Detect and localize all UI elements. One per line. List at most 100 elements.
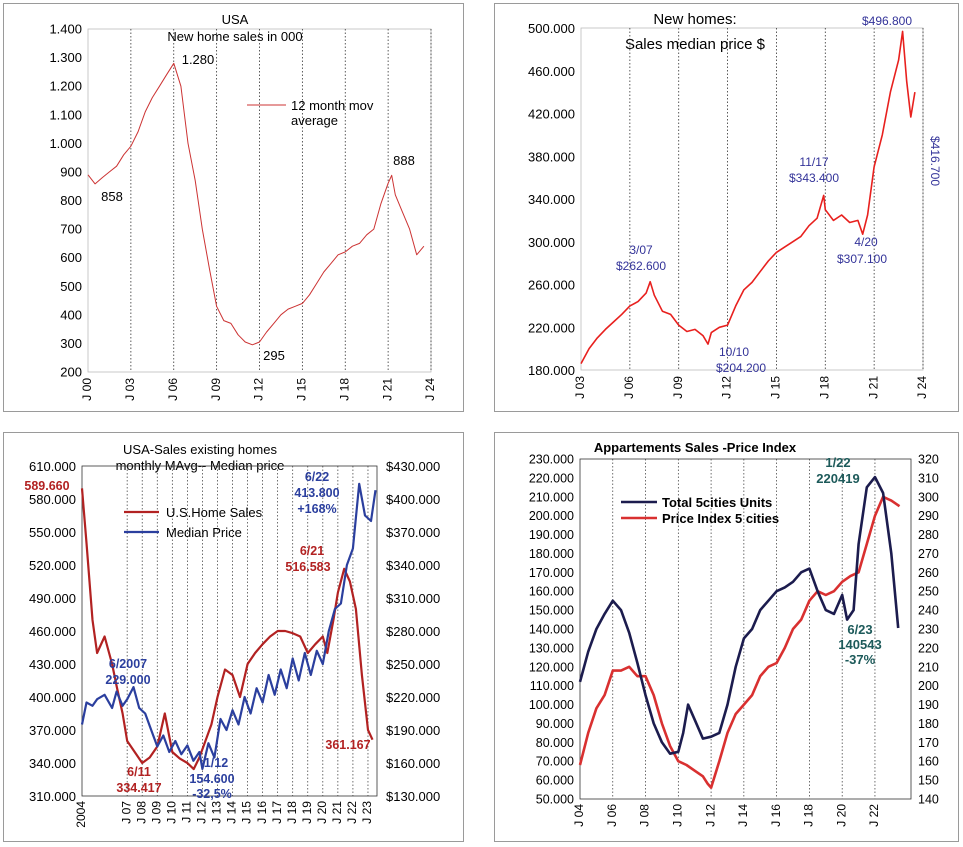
- annotation-label: 11/17: [799, 155, 828, 169]
- x-tick-label: J 24: [915, 376, 929, 399]
- x-tick-label: J 09: [209, 378, 223, 401]
- x-tick-label: J 15: [295, 378, 309, 401]
- x-tick-label: J 21: [330, 801, 344, 824]
- x-tick-label: J 06: [605, 804, 619, 827]
- chart-panel-existing-homes: USA-Sales existing homes monthly MAvg-- …: [3, 432, 464, 842]
- y-tick-label-left: 150.000: [529, 604, 574, 618]
- y-tick-label-right: $190.000: [386, 723, 440, 738]
- y-tick-label: 460.000: [528, 64, 575, 79]
- chart-subtitle: New home sales in 000: [167, 29, 302, 44]
- legend-label-1: 12 month mov: [291, 98, 374, 113]
- y-tick-label-right: 180: [918, 717, 939, 731]
- y-tick-label-left: 50.000: [536, 793, 574, 807]
- y-tick-label: 260.000: [528, 278, 575, 293]
- x-tick-label: J 04: [572, 804, 586, 827]
- annotation-label: $307.100: [837, 252, 887, 266]
- y-tick-label-left: 100.000: [529, 698, 574, 712]
- x-tick-label: J 22: [867, 804, 881, 827]
- x-tick-label: J 12: [195, 801, 209, 824]
- x-tick-label: J 06: [166, 378, 180, 401]
- annotation-label: 1/22: [825, 455, 850, 470]
- y-tick-label-right: $400.000: [386, 492, 440, 507]
- series-line-units: [578, 475, 900, 755]
- annotation-label: 589.660: [24, 479, 69, 493]
- annotation-label: 229.000: [105, 673, 150, 687]
- y-tick-label-right: 140: [918, 793, 939, 807]
- annotation-label: 6/11: [127, 765, 151, 779]
- y-tick-label: 340.000: [528, 192, 575, 207]
- y-tick-label-left: 190.000: [529, 528, 574, 542]
- y-tick-label-right: $160.000: [386, 756, 440, 771]
- x-tick-label: J 10: [670, 804, 684, 827]
- y-tick-label-left: 60.000: [536, 774, 574, 788]
- legend-label: Total 5cities Units: [662, 495, 772, 510]
- chart-median-price: New homes: Sales median price $ J 03 J 06…: [528, 11, 942, 399]
- annotation-label: $496.800: [862, 14, 912, 28]
- y-tick-label: 180.000: [528, 363, 575, 378]
- annotation-label: 4/20: [854, 235, 878, 249]
- chart-title: USA-Sales existing homes: [123, 442, 277, 457]
- x-tick-label: J 16: [255, 801, 269, 824]
- annotation-label: -32,5%: [192, 787, 232, 801]
- x-tick-label: J 10: [164, 801, 178, 824]
- series-line-price-index: [578, 495, 901, 789]
- y-tick-label-right: 190: [918, 698, 939, 712]
- y-tick-label: 500.000: [528, 21, 575, 36]
- x-tick-label: J 14: [736, 804, 750, 827]
- y-tick-label-left: 430.000: [29, 657, 76, 672]
- annotation-label: 295: [263, 348, 285, 363]
- y-tick-label-left: 400.000: [29, 690, 76, 705]
- y-tick-label-right: 320: [918, 453, 939, 467]
- y-tick-label-left: 580.000: [29, 492, 76, 507]
- y-tick-label-left: 220.000: [529, 471, 574, 485]
- x-tick-label: J 23: [360, 801, 374, 824]
- y-tick-label: 1.100: [49, 107, 82, 122]
- chart-panel-new-home-sales: USA New home sales in 000 J 00 J 03 J 06 J …: [3, 3, 464, 412]
- y-tick-label-right: $250.000: [386, 657, 440, 672]
- annotation-label: 361.167: [325, 738, 370, 752]
- plot-area: [81, 465, 378, 797]
- y-tick-label: 400: [60, 307, 82, 322]
- y-tick-label-right: 240: [918, 604, 939, 618]
- annotation-label: $262.600: [616, 259, 666, 273]
- legend-label: Price Index 5 cities: [662, 511, 779, 526]
- y-tick-label-left: 310.000: [29, 789, 76, 804]
- annotation-label: 6/23: [847, 622, 872, 637]
- y-tick-label-right: $430.000: [386, 459, 440, 474]
- x-tick-label: J 22: [345, 801, 359, 824]
- y-tick-label: 300.000: [528, 235, 575, 250]
- annotation-label: 1/12: [204, 756, 228, 770]
- plot-area: [580, 27, 924, 371]
- x-tick-label: J 19: [300, 801, 314, 824]
- legend-label: U.S.Home Sales: [166, 505, 263, 520]
- x-tick-label: J 18: [802, 804, 816, 827]
- annotation-label: 516.583: [285, 560, 330, 574]
- y-tick-label-left: 170.000: [529, 566, 574, 580]
- y-tick-label: 1.400: [49, 22, 82, 37]
- y-tick-label: 420.000: [528, 107, 575, 122]
- x-tick-label: J 00: [80, 378, 94, 401]
- annotation-label: 3/07: [629, 243, 653, 257]
- y-tick-label-right: 200: [918, 679, 939, 693]
- y-tick-label-right: 210: [918, 660, 939, 674]
- y-tick-label-left: 90.000: [536, 717, 574, 731]
- y-tick-label: 220.000: [528, 320, 575, 335]
- x-tick-label: J 08: [638, 804, 652, 827]
- y-tick-label-left: 340.000: [29, 756, 76, 771]
- y-tick-label: 500: [60, 279, 82, 294]
- legend-label: Median Price: [166, 525, 242, 540]
- y-tick-label: 1.000: [49, 136, 82, 151]
- chart-panel-appartements: Appartements Sales -Price Index J 04 J 06…: [494, 432, 959, 842]
- annotation-label: 220419: [816, 471, 859, 486]
- y-tick-label-right: $370.000: [386, 525, 440, 540]
- y-tick-label-right: 220: [918, 641, 939, 655]
- x-tick-label: J 06: [622, 376, 636, 399]
- chart-title: Appartements Sales -Price Index: [594, 440, 797, 455]
- y-tick-label-right: 310: [918, 471, 939, 485]
- x-tick-label: J 18: [337, 378, 351, 401]
- y-tick-label: 1.300: [49, 50, 82, 65]
- y-tick-label-right: $280.000: [386, 624, 440, 639]
- y-tick-label-left: 120.000: [529, 660, 574, 674]
- y-tick-label-left: 370.000: [29, 723, 76, 738]
- annotation-label: 413.800: [294, 486, 339, 500]
